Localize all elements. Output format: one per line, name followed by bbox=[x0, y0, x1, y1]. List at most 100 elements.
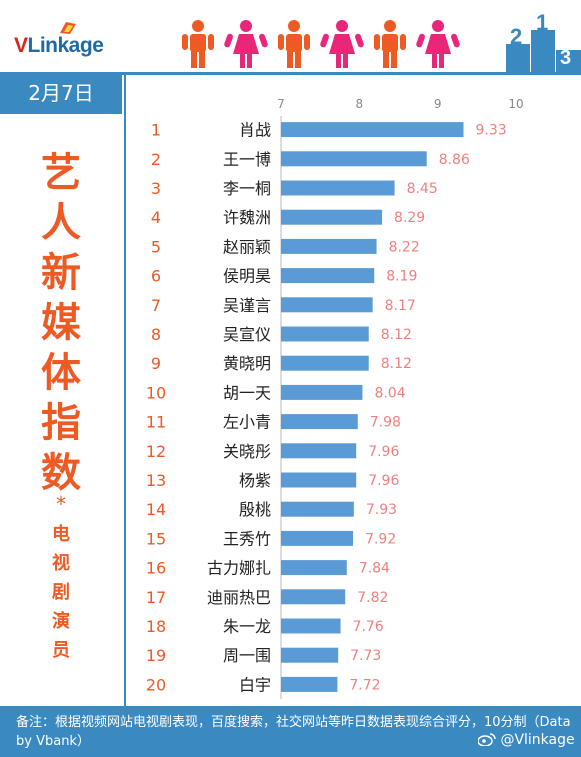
header: VLinkage bbox=[0, 0, 581, 72]
vlinkage-logo: VLinkage bbox=[14, 34, 104, 58]
rank-label: 2 bbox=[151, 150, 161, 169]
category-label: 迪丽热巴 bbox=[207, 588, 271, 607]
bar-chart: 7 8 9 10 1 肖战 9.33 2 王一博 8.86 3 李一桐 8.45 4 许魏洲 8.29 5 赵丽颖… bbox=[146, 97, 524, 699]
rank-label: 8 bbox=[151, 325, 161, 344]
value-label: 8.29 bbox=[394, 210, 425, 226]
value-label: 7.82 bbox=[357, 590, 388, 606]
panel-divider bbox=[124, 75, 126, 706]
bar bbox=[281, 414, 358, 430]
rank-label: 1 bbox=[151, 121, 161, 140]
x-tick-label: 10 bbox=[508, 97, 523, 111]
footer-note: 备注：根据视频网站电视剧表现，百度搜索，社交网站等昨日数据表现综合评分，10分制… bbox=[16, 715, 571, 749]
main-title-char: 新 bbox=[41, 250, 81, 296]
bar bbox=[281, 238, 377, 254]
category-label: 左小青 bbox=[223, 413, 271, 432]
logo-text: Linkage bbox=[27, 34, 104, 57]
value-label: 7.96 bbox=[368, 473, 399, 489]
value-label: 8.12 bbox=[381, 356, 412, 372]
rank-label: 19 bbox=[146, 646, 166, 665]
category-label: 周一围 bbox=[223, 646, 271, 665]
category-label: 朱一龙 bbox=[223, 617, 271, 636]
podium-digit-1: 1 bbox=[536, 14, 548, 35]
rank-label: 13 bbox=[146, 471, 166, 490]
value-label: 8.86 bbox=[439, 152, 470, 168]
value-label: 7.72 bbox=[349, 677, 380, 693]
bar bbox=[281, 268, 375, 284]
value-label: 7.76 bbox=[353, 619, 384, 635]
person-icon-female bbox=[224, 20, 268, 68]
value-label: 7.98 bbox=[370, 415, 401, 431]
value-label: 8.19 bbox=[386, 269, 417, 285]
x-tick-label: 7 bbox=[277, 97, 285, 111]
category-label: 黄晓明 bbox=[223, 354, 271, 373]
bar bbox=[281, 589, 346, 605]
sub-title-char: 演 bbox=[52, 611, 70, 632]
category-label: 侯明昊 bbox=[223, 267, 271, 286]
sub-title-char: 视 bbox=[52, 553, 70, 574]
value-label: 7.84 bbox=[359, 561, 390, 577]
category-label: 古力娜扎 bbox=[207, 559, 271, 578]
rank-label: 18 bbox=[146, 617, 166, 636]
category-label: 白宇 bbox=[239, 675, 271, 694]
value-label: 8.17 bbox=[385, 298, 416, 314]
bar bbox=[281, 297, 373, 313]
bar bbox=[281, 443, 357, 459]
rank-label: 7 bbox=[151, 296, 161, 315]
rank-label: 5 bbox=[151, 237, 161, 256]
category-label: 李一桐 bbox=[223, 179, 271, 198]
rank-label: 17 bbox=[146, 588, 166, 607]
rank-label: 10 bbox=[146, 383, 166, 402]
sub-title-char: 员 bbox=[52, 640, 70, 661]
header-divider bbox=[0, 72, 581, 75]
bar bbox=[281, 560, 347, 576]
bar bbox=[281, 472, 357, 488]
category-label: 王秀竹 bbox=[223, 529, 271, 548]
bar bbox=[281, 122, 464, 138]
bar bbox=[281, 180, 395, 196]
value-label: 8.22 bbox=[389, 239, 420, 255]
bar bbox=[281, 676, 338, 692]
rank-label: 14 bbox=[146, 500, 166, 519]
category-label: 许魏洲 bbox=[223, 208, 271, 227]
logo-v: V bbox=[14, 34, 28, 57]
people-icons bbox=[182, 20, 460, 68]
category-label: 殷桃 bbox=[239, 500, 271, 519]
bar bbox=[281, 501, 354, 517]
person-icon-male bbox=[374, 20, 406, 68]
category-label: 吴宣仪 bbox=[223, 325, 271, 344]
person-icon-female bbox=[320, 20, 364, 68]
value-label: 9.33 bbox=[476, 123, 507, 139]
main-title-char: 媒 bbox=[41, 300, 81, 346]
rank-label: 15 bbox=[146, 529, 166, 548]
x-tick-label: 9 bbox=[434, 97, 442, 111]
category-label: 赵丽颖 bbox=[223, 237, 271, 256]
category-label: 吴谨言 bbox=[223, 296, 271, 315]
value-label: 7.96 bbox=[368, 444, 399, 460]
category-label: 王一博 bbox=[223, 150, 271, 169]
podium-icon: 2 1 3 bbox=[506, 14, 581, 72]
date-label: 2月7日 bbox=[0, 72, 122, 114]
rank-label: 4 bbox=[151, 208, 161, 227]
value-label: 7.92 bbox=[365, 531, 396, 547]
weibo-icon bbox=[477, 733, 496, 747]
sub-title: 电视剧演员 bbox=[36, 520, 86, 665]
value-label: 8.45 bbox=[407, 181, 438, 197]
bar bbox=[281, 209, 383, 225]
weibo-handle-text: @Vlinkage bbox=[500, 732, 575, 748]
bar bbox=[281, 647, 339, 663]
rank-label: 6 bbox=[151, 267, 161, 286]
rank-label: 20 bbox=[146, 675, 166, 694]
bar bbox=[281, 530, 354, 546]
rank-label: 9 bbox=[151, 354, 161, 373]
person-icon-male bbox=[278, 20, 310, 68]
main-title-char: 人 bbox=[41, 200, 81, 246]
main-title-char: 体 bbox=[41, 350, 81, 396]
value-label: 7.73 bbox=[350, 648, 381, 664]
value-label: 8.04 bbox=[374, 385, 405, 401]
rank-label: 3 bbox=[151, 179, 161, 198]
category-label: 肖战 bbox=[239, 121, 271, 140]
category-label: 胡一天 bbox=[223, 383, 271, 402]
bar bbox=[281, 618, 341, 634]
sub-title-char: 电 bbox=[52, 524, 70, 545]
weibo-handle[interactable]: @Vlinkage bbox=[477, 732, 575, 748]
